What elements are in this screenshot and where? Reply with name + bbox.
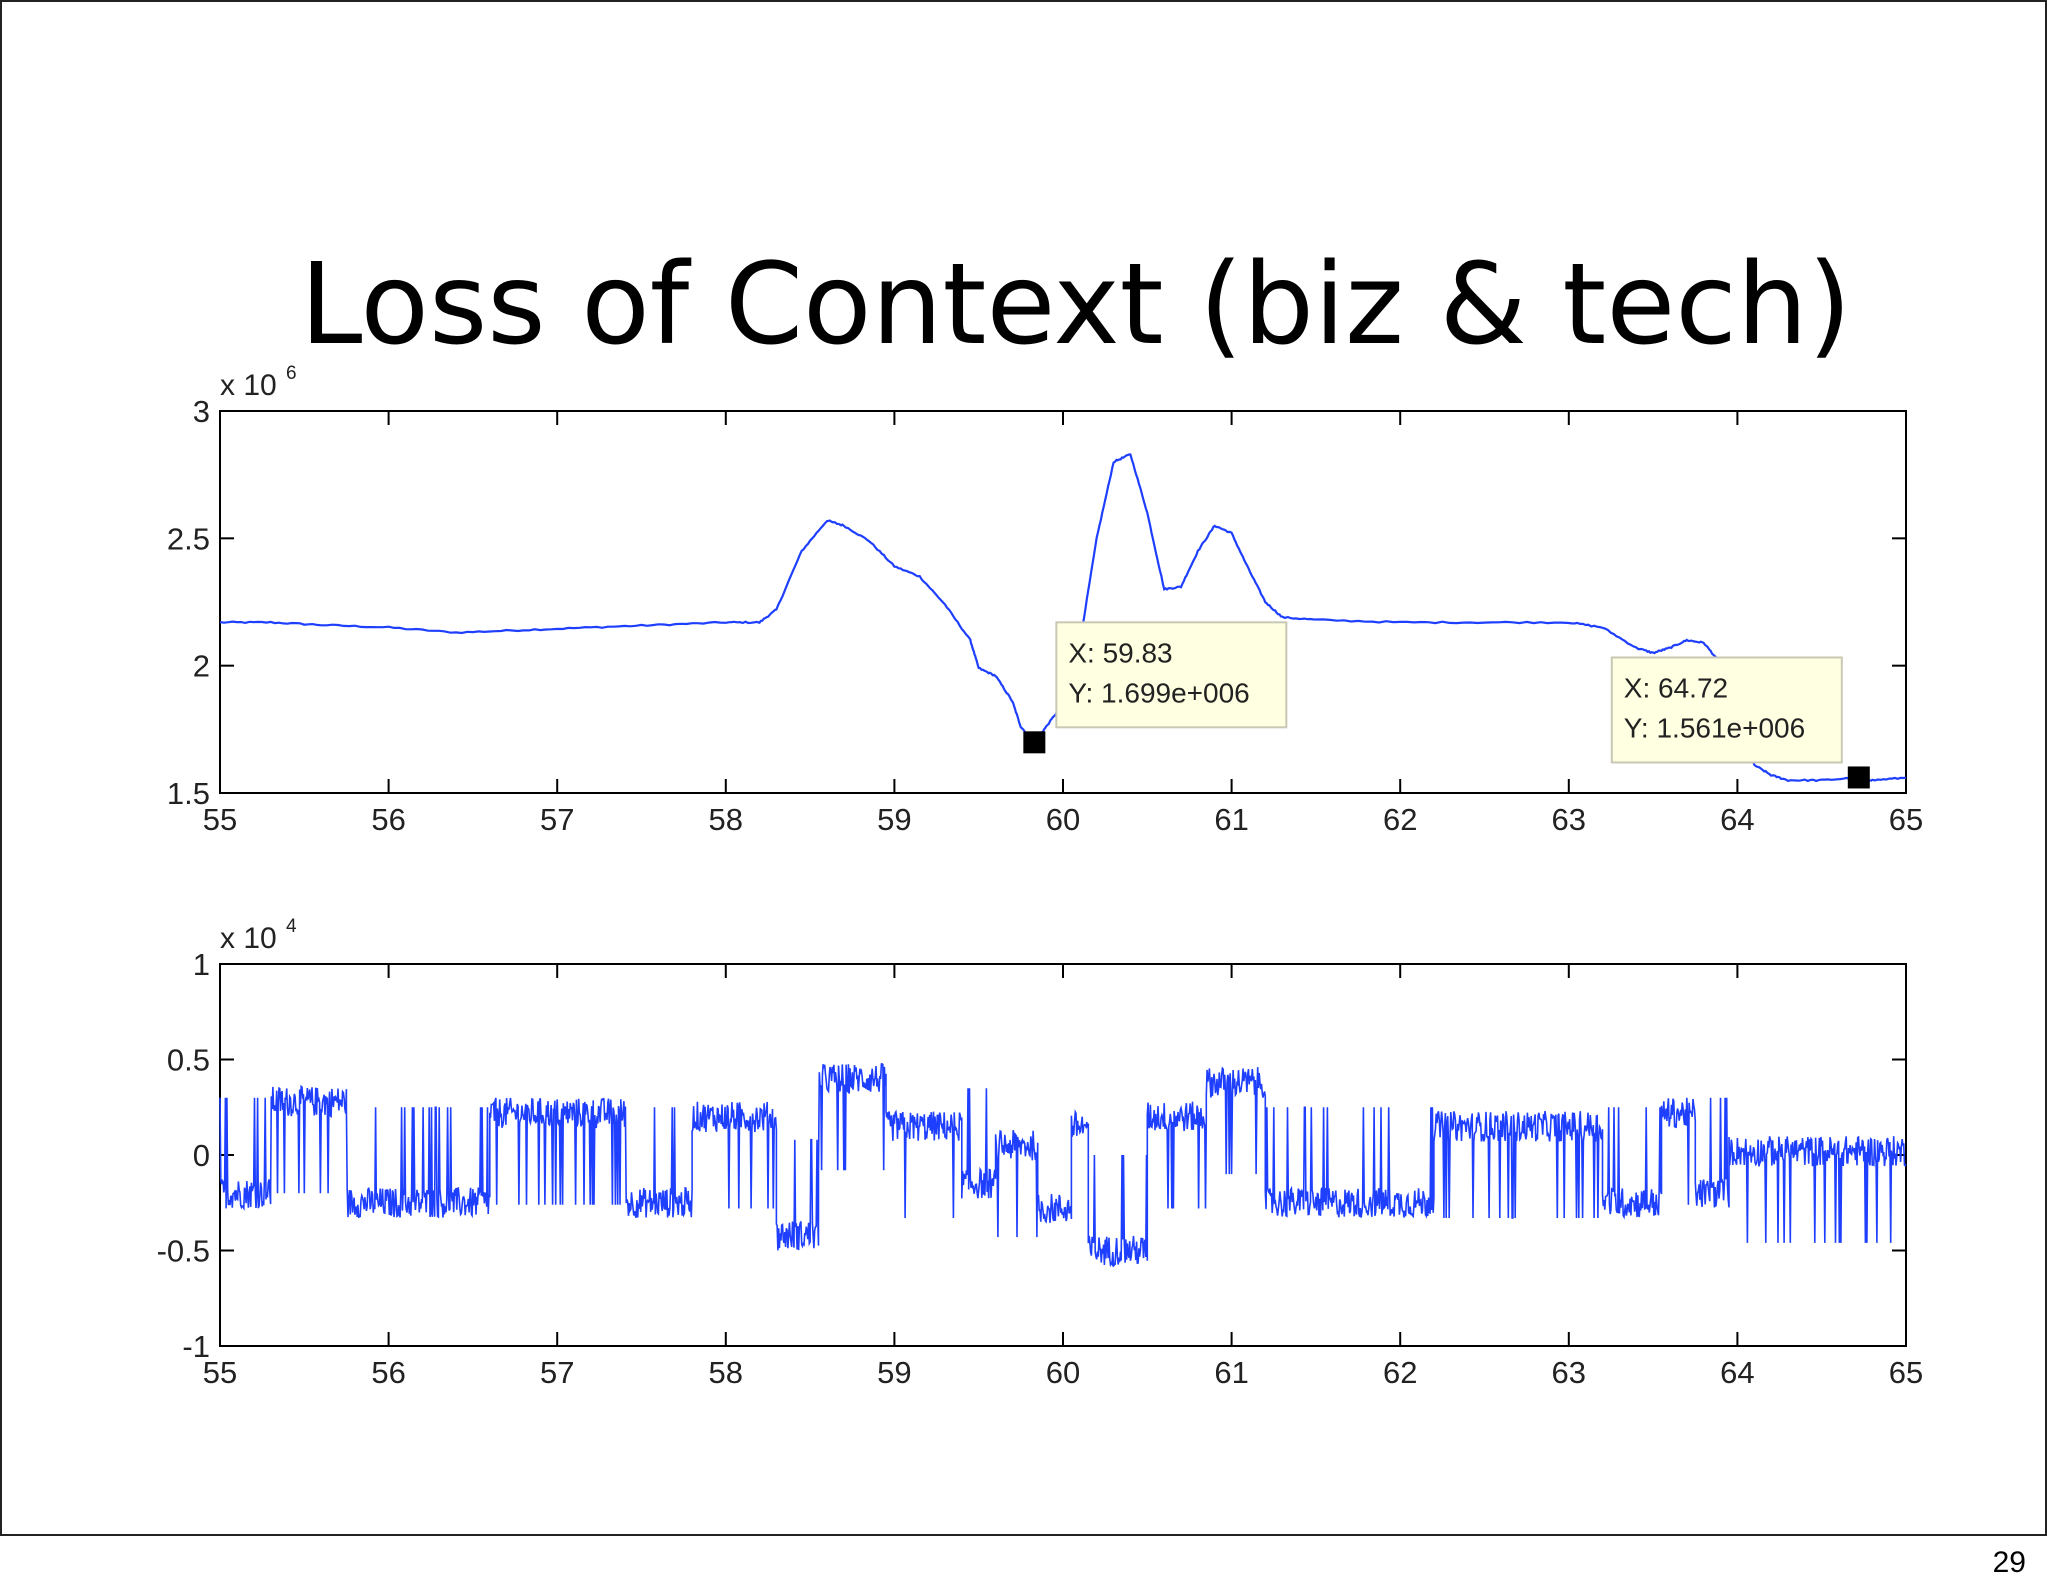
chart-2: 55 56 57 58 59 60 61 62 63 64 65 -1 -0.5 0 0.5 1 x 10 4 <box>157 916 1924 1390</box>
x-tick-label: 60 <box>1046 802 1080 837</box>
y-tick-label: 2.5 <box>167 521 210 556</box>
slide-frame <box>0 0 2047 1536</box>
x-tick-label: 65 <box>1889 802 1923 837</box>
y-tick-label: 3 <box>193 394 210 429</box>
x-tick-label: 64 <box>1720 1355 1754 1390</box>
page-number: 29 <box>1992 1546 2026 1579</box>
x-tick-label: 63 <box>1552 1355 1586 1390</box>
x-tick-label: 63 <box>1552 802 1586 837</box>
y-tick-label: -1 <box>182 1329 210 1364</box>
y-tick-label: 1 <box>193 947 210 982</box>
x-tick-label: 59 <box>877 802 911 837</box>
x-tick-label: 60 <box>1046 1355 1080 1390</box>
data-tip-x: X: 64.72 <box>1624 672 1728 703</box>
data-tip-y: Y: 1.699e+006 <box>1068 677 1249 708</box>
x-tick-label: 62 <box>1383 1355 1417 1390</box>
x-tick-label: 59 <box>877 1355 911 1390</box>
x-tick-label: 57 <box>540 1355 574 1390</box>
x-tick-label: 61 <box>1214 1355 1248 1390</box>
y-tick-label: 1.5 <box>167 776 210 811</box>
data-tip-marker <box>1847 766 1870 789</box>
data-tip-y: Y: 1.561e+006 <box>1624 712 1805 743</box>
y-tick-label: 2 <box>193 649 210 684</box>
x-tick-label: 65 <box>1889 1355 1923 1390</box>
data-tip-box <box>1055 621 1288 729</box>
y-tick-label: 0 <box>193 1138 210 1173</box>
x-tick-label: 57 <box>540 802 574 837</box>
y-exponent-label: x 10 <box>220 369 277 402</box>
data-tip-marker <box>1023 731 1046 754</box>
series-line <box>219 1063 1907 1268</box>
x-tick-label: 55 <box>203 802 237 837</box>
x-tick-label: 58 <box>709 802 743 837</box>
x-tick-label: 55 <box>203 1355 237 1390</box>
chart-1: 55 56 57 58 59 60 61 62 63 64 65 1.5 2 2.5 3 x 10 6 X: 59… <box>167 363 1923 837</box>
x-tick-label: 56 <box>371 802 405 837</box>
y-exponent-power: 6 <box>286 363 297 384</box>
y-exponent-power: 4 <box>286 916 297 937</box>
slide-title: Loss of Context (biz & tech) <box>300 240 1852 370</box>
y-exponent-label: x 10 <box>220 922 277 955</box>
x-tick-label: 64 <box>1720 802 1754 837</box>
x-tick-label: 56 <box>371 1355 405 1390</box>
series-line <box>219 453 1907 783</box>
data-tip-x: X: 59.83 <box>1068 637 1172 668</box>
x-tick-label: 61 <box>1214 802 1248 837</box>
data-tip-box <box>1610 656 1843 764</box>
x-tick-label: 58 <box>709 1355 743 1390</box>
y-tick-label: 0.5 <box>167 1043 210 1078</box>
plot-axes-box <box>219 963 1907 1347</box>
y-tick-label: -0.5 <box>157 1234 210 1269</box>
x-tick-label: 62 <box>1383 802 1417 837</box>
